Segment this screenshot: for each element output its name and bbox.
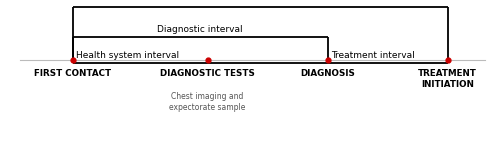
Text: Diagnostic interval: Diagnostic interval bbox=[157, 25, 243, 34]
Text: DIAGNOSIS: DIAGNOSIS bbox=[300, 69, 355, 78]
Text: Total interval: Total interval bbox=[202, 0, 318, 3]
Text: Health system interval: Health system interval bbox=[76, 51, 180, 60]
Text: TREATMENT
INITIATION: TREATMENT INITIATION bbox=[418, 69, 477, 89]
Text: Chest imaging and
expectorate sample: Chest imaging and expectorate sample bbox=[170, 92, 246, 112]
Text: DIAGNOSTIC TESTS: DIAGNOSTIC TESTS bbox=[160, 69, 255, 78]
Text: FIRST CONTACT: FIRST CONTACT bbox=[34, 69, 111, 78]
Text: Treatment interval: Treatment interval bbox=[332, 51, 415, 60]
